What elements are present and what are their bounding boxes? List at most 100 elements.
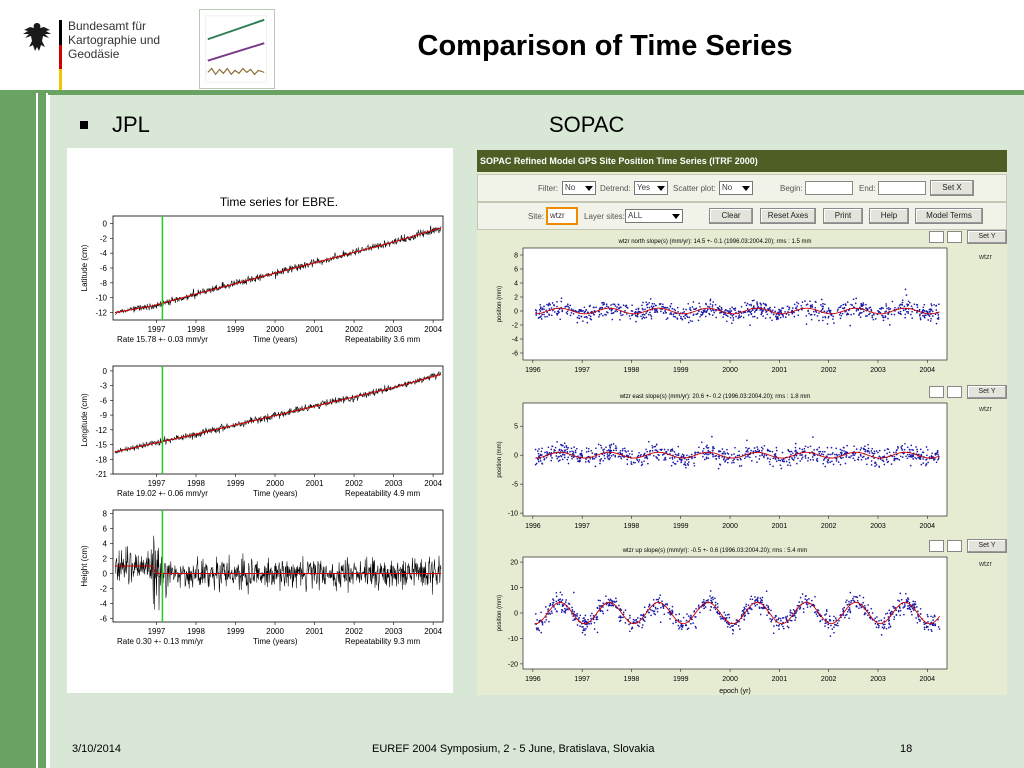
fit-line (115, 565, 441, 575)
x-tick-label: 1998 (187, 479, 205, 488)
print-button[interactable]: Print (823, 208, 863, 224)
y-tick-label: -6 (512, 351, 518, 358)
x-tick-label: 2002 (345, 627, 363, 636)
rate-label: Rate 19.02 +- 0.06 mm/yr (117, 489, 208, 498)
y-min-input[interactable] (929, 386, 944, 398)
y-tick-label: -18 (95, 455, 107, 464)
y-axis-label: Height (cm) (80, 545, 89, 587)
y-tick-label: 0 (514, 611, 518, 618)
layer-sites-select[interactable]: ALL (625, 209, 683, 223)
y-axis-label: Longitude (cm) (80, 393, 89, 447)
repeatability-label: Repeatability 9.3 mm (345, 637, 420, 646)
plot-frame (112, 365, 444, 475)
x-axis-label: Time (years) (253, 637, 298, 646)
flag-stripe (59, 20, 62, 94)
begin-input[interactable] (805, 181, 853, 195)
y-tick-label: -4 (100, 249, 108, 258)
jpl-subplot-2: 0 -3 -6 -9 -12 -15 -18 -21 1997 1998 1999 2000 2001 2… (80, 365, 444, 498)
filter-select[interactable]: No (562, 181, 596, 195)
page-number: 18 (900, 743, 913, 755)
time-series-thumbnail (199, 9, 275, 89)
data-points (534, 590, 941, 637)
y-max-input[interactable] (947, 540, 962, 552)
filter-value: No (565, 183, 576, 192)
y-tick-label: -20 (508, 661, 518, 668)
data-series-line (114, 535, 442, 611)
agency-name: Bundesamt für Kartographie und Geodäsie (68, 19, 199, 61)
site-input[interactable]: wtzr (546, 207, 578, 225)
y-tick-label: 8 (103, 510, 108, 519)
repeatability-label: Repeatability 4.9 mm (345, 489, 420, 498)
y-tick-label: -10 (508, 636, 518, 643)
x-tick-label: 2003 (870, 523, 886, 530)
x-tick-label: 2000 (722, 676, 738, 683)
sopac-label: SOPAC (549, 112, 625, 137)
sopac-subplot-2: wtzr east slope(s) (mm/yr): 20.6 +- 0.2 … (497, 394, 948, 530)
y-tick-label: 6 (514, 267, 518, 274)
chevron-down-icon (672, 214, 680, 219)
x-tick-label: 2001 (772, 367, 788, 374)
help-button[interactable]: Help (869, 208, 909, 224)
x-tick-label: 1996 (525, 523, 541, 530)
y-max-input[interactable] (947, 386, 962, 398)
rate-label: Rate 0.30 +- 0.13 mm/yr (117, 637, 204, 646)
x-tick-label: 1997 (148, 627, 166, 636)
reset-axes-button[interactable]: Reset Axes (760, 208, 816, 224)
clear-button[interactable]: Clear (709, 208, 753, 224)
y-tick-label: -4 (100, 599, 108, 608)
rate-label: Rate 15.78 +- 0.03 mm/yr (117, 335, 208, 344)
y-tick-label: 4 (103, 540, 108, 549)
y-tick-label: -10 (508, 511, 518, 518)
sopac-subplot-3: wtzr up slope(s) (mm/yr): -0.5 +- 0.6 (1… (497, 548, 948, 695)
x-tick-label: 2002 (345, 325, 363, 334)
detrend-select[interactable]: Yes (634, 181, 668, 195)
agency-line-2: Kartographie und Geodäsie (68, 33, 161, 61)
top-divider-bar (0, 90, 1024, 95)
set-y-button[interactable]: Set Y (967, 230, 1007, 244)
x-tick-label: 2000 (722, 523, 738, 530)
y-axis-label: position (mm) (497, 595, 503, 631)
chevron-down-icon (657, 186, 665, 191)
x-tick-label: 2002 (821, 676, 837, 683)
y-tick-label: 5 (514, 424, 518, 431)
band-divider (36, 93, 38, 768)
set-y-button[interactable]: Set Y (967, 385, 1007, 399)
y-min-input[interactable] (929, 540, 944, 552)
x-tick-label: 1998 (187, 627, 205, 636)
x-tick-label: 1998 (624, 676, 640, 683)
sopac-subplot-1: wtzr north slope(s) (mm/yr): 14.5 +- 0.1… (497, 239, 948, 374)
scatter-plot-select[interactable]: No (719, 181, 753, 195)
y-tick-label: 0 (103, 569, 108, 578)
site-tag: wtzr (979, 406, 992, 413)
y-tick-label: 0 (514, 309, 518, 316)
end-input[interactable] (878, 181, 926, 195)
y-tick-label: -8 (100, 279, 108, 288)
end-label: End: (859, 184, 876, 193)
x-axis-label: Time (years) (253, 489, 298, 498)
agency-line-1: Bundesamt für (68, 19, 147, 33)
x-tick-label: 1997 (574, 676, 590, 683)
x-tick-label: 2001 (772, 676, 788, 683)
x-tick-label: 2004 (424, 325, 442, 334)
y-min-input[interactable] (929, 231, 944, 243)
x-tick-label: 2003 (870, 367, 886, 374)
set-x-button[interactable]: Set X (930, 180, 974, 196)
y-max-input[interactable] (947, 231, 962, 243)
chart-title: wtzr up slope(s) (mm/yr): -0.5 +- 0.6 (1… (622, 548, 808, 554)
x-tick-label: 2003 (870, 676, 886, 683)
x-tick-label: 2002 (821, 367, 837, 374)
y-tick-label: -2 (512, 323, 518, 330)
chart-title: wtzr north slope(s) (mm/yr): 14.5 +- 0.1… (618, 239, 812, 245)
y-tick-label: -6 (100, 264, 108, 273)
y-axis-label: Latitude (cm) (80, 244, 89, 291)
set-y-button[interactable]: Set Y (967, 539, 1007, 553)
x-tick-label: 1997 (574, 523, 590, 530)
x-tick-label: 2004 (424, 627, 442, 636)
model-terms-button[interactable]: Model Terms (915, 208, 983, 224)
model-curve (535, 451, 940, 459)
scatter-plot-value: No (722, 183, 733, 192)
fit-line (114, 227, 442, 314)
detrend-label: Detrend: (600, 184, 631, 193)
jpl-subplot-1: 0 -2 -4 -6 -8 -10 -12 1997 1998 1999 2000 2001 2002 2… (80, 215, 444, 344)
